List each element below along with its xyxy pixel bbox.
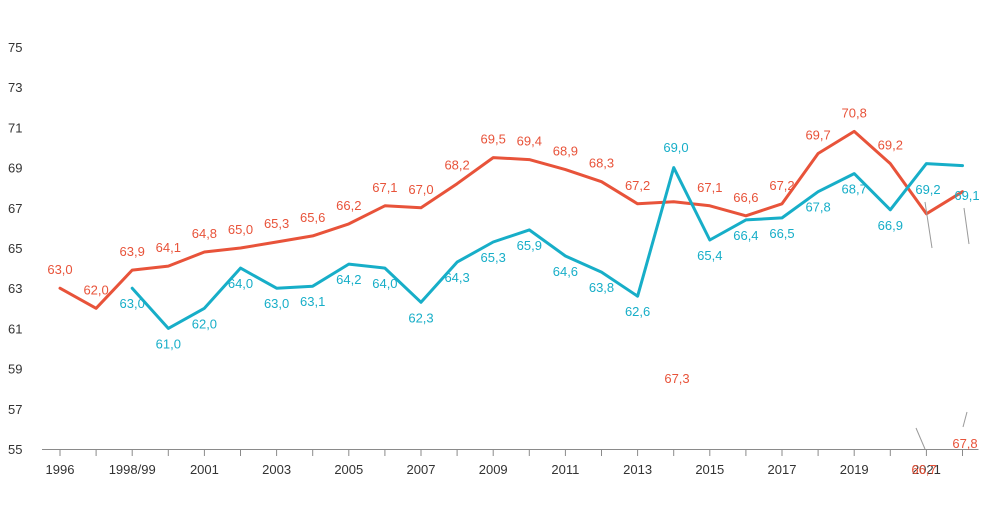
data-label-orange: 66,2 <box>336 198 361 213</box>
data-label-orange: 66,6 <box>733 190 758 205</box>
data-label-orange: 64,8 <box>192 226 217 241</box>
y-tick-label: 65 <box>8 241 22 256</box>
data-label-orange: 62,0 <box>83 282 108 297</box>
x-tick-label: 1996 <box>46 462 75 477</box>
data-label-orange: 69,5 <box>481 132 506 147</box>
label-leader-line <box>963 207 970 245</box>
data-label-teal: 63,1 <box>300 294 325 309</box>
y-tick-label: 71 <box>8 120 22 135</box>
data-label-teal: 64,2 <box>336 272 361 287</box>
data-label-orange: 67,3 <box>664 371 689 386</box>
x-tick-label: 2009 <box>479 462 508 477</box>
label-leader-line <box>962 411 968 428</box>
data-label-orange: 68,3 <box>589 156 614 171</box>
data-label-orange: 67,1 <box>697 180 722 195</box>
data-label-orange: 65,3 <box>264 216 289 231</box>
data-label-orange: 67,0 <box>408 182 433 197</box>
data-label-orange: 63,9 <box>120 244 145 259</box>
data-label-teal: 69,0 <box>663 140 688 155</box>
x-tick-label: 2019 <box>840 462 869 477</box>
label-leader-line <box>924 201 933 249</box>
data-label-teal: 63,0 <box>264 296 289 311</box>
data-label-teal: 65,4 <box>697 248 722 263</box>
label-leader-lines <box>915 201 970 450</box>
data-label-orange: 67,8 <box>952 436 977 451</box>
data-label-orange: 69,4 <box>517 134 542 149</box>
data-label-teal: 64,0 <box>372 276 397 291</box>
data-label-orange: 68,9 <box>553 144 578 159</box>
data-label-orange: 65,0 <box>228 222 253 237</box>
y-axis: 55 57 59 61 63 65 67 69 71 73 75 <box>8 40 22 457</box>
y-tick-label: 73 <box>8 80 22 95</box>
data-label-teal: 65,3 <box>481 250 506 265</box>
label-leader-line <box>915 427 926 450</box>
x-tick-label: 2017 <box>768 462 797 477</box>
data-label-teal: 69,2 <box>915 182 940 197</box>
data-label-orange: 67,1 <box>372 180 397 195</box>
x-tick-label: 2013 <box>623 462 652 477</box>
y-tick-label: 55 <box>8 442 22 457</box>
data-label-orange: 70,8 <box>842 105 867 120</box>
data-label-teal: 62,3 <box>408 310 433 325</box>
y-tick-label: 67 <box>8 201 22 216</box>
x-tick-label: 2007 <box>407 462 436 477</box>
x-tick-label: 2001 <box>190 462 219 477</box>
data-label-orange: 69,7 <box>805 128 830 143</box>
data-label-teal: 68,7 <box>842 182 867 197</box>
data-label-teal: 62,6 <box>625 304 650 319</box>
data-label-teal: 61,0 <box>156 336 181 351</box>
series-line-teal <box>130 162 964 330</box>
x-tick-label: 2011 <box>551 462 579 477</box>
data-label-teal: 65,9 <box>517 238 542 253</box>
data-label-teal: 62,0 <box>192 316 217 331</box>
data-label-teal: 69,1 <box>954 188 979 203</box>
data-label-orange: 69,2 <box>878 138 903 153</box>
data-label-orange: 68,2 <box>444 158 469 173</box>
data-label-teal: 63,0 <box>120 296 145 311</box>
data-label-teal: 64,6 <box>553 264 578 279</box>
data-label-teal: 64,3 <box>444 270 469 285</box>
x-tick-label: 2005 <box>334 462 363 477</box>
x-tick-label: 2021 <box>912 462 941 477</box>
data-label-orange: 67,2 <box>769 178 794 193</box>
data-label-teal: 66,4 <box>733 228 758 243</box>
y-tick-label: 59 <box>8 362 22 377</box>
data-label-orange: 65,6 <box>300 210 325 225</box>
data-label-teal: 66,9 <box>878 218 903 233</box>
data-label-orange: 64,1 <box>156 240 181 255</box>
data-labels: 63,0 62,0 63,9 64,1 64,8 65,0 65,3 65,6 66,2 67,1… <box>47 105 979 477</box>
data-label-teal: 63,8 <box>589 280 614 295</box>
data-label-teal: 66,5 <box>769 226 794 241</box>
y-tick-label: 63 <box>8 281 22 296</box>
x-tick-label: 2015 <box>695 462 724 477</box>
x-tick-label: 1998/99 <box>109 462 156 477</box>
data-label-orange: 67,2 <box>625 178 650 193</box>
data-label-orange: 63,0 <box>47 262 72 277</box>
x-tick-label: 2003 <box>262 462 291 477</box>
series-lines <box>58 129 964 330</box>
data-label-teal: 67,8 <box>805 200 830 215</box>
series-line-orange <box>58 129 964 310</box>
data-label-teal: 64,0 <box>228 276 253 291</box>
data-label-orange: 66,7 <box>911 462 936 477</box>
x-axis: 1996 1998/99 2001 2003 2005 2007 2009 2011 2013 2… <box>42 449 979 477</box>
y-tick-label: 61 <box>8 321 22 336</box>
y-tick-label: 57 <box>8 402 22 417</box>
y-tick-label: 75 <box>8 40 22 55</box>
y-tick-label: 69 <box>8 161 22 176</box>
